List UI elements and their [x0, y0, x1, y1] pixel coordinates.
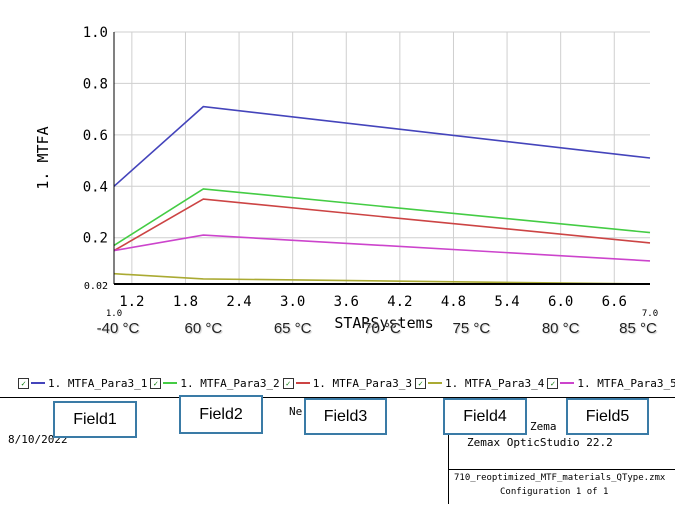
temperature-label: 60 °C: [184, 320, 223, 337]
footer-configuration: Configuration 1 of 1: [500, 487, 609, 497]
field-label-5: Field5: [566, 398, 649, 435]
x-tick-label: 6.0: [548, 294, 573, 310]
series-line-4: [113, 272, 651, 285]
x-tick-label: 2.4: [226, 294, 251, 310]
footer-product: Zemax OpticStudio 22.2: [467, 436, 613, 449]
legend-item: ✓ 1. MTFA_Para3_5: [547, 377, 675, 390]
checkbox-icon: ✓: [547, 377, 559, 389]
footer-file-name: 710_reoptimized_MTF_materials_QType.zmx: [454, 473, 666, 483]
field-label-2: Field2: [179, 395, 263, 434]
series-line-5: [113, 234, 651, 262]
temperature-label: 85 °C: [619, 320, 657, 337]
x-tick-label: 3.0: [280, 294, 305, 310]
checkbox-icon: ✓: [150, 377, 162, 389]
legend: ✓ 1. MTFA_Para3_1 ✓ 1. MTFA_Para3_2 ✓ 1. MTFA…: [18, 375, 675, 391]
legend-label: 1. MTFA_Para3_2: [180, 376, 280, 390]
x-tick-labels: 1.2 1.8 2.4 3.0 3.6 4.2 4.8 5.4 6.0 6.6 1.0 7.0: [106, 294, 658, 319]
legend-swatch: [295, 382, 310, 384]
series-line-1: [113, 105, 651, 187]
footer-date: 8/10/2022: [8, 433, 68, 446]
x-tick-label: 1.2: [119, 294, 144, 310]
legend-label: 1. MTFA_Para3_4: [445, 376, 545, 390]
x-tick-label: 3.6: [334, 294, 359, 310]
legend-swatch: [560, 382, 575, 384]
legend-item: ✓ 1. MTFA_Para3_3: [282, 376, 413, 390]
footer-new-label: Ne: [289, 405, 303, 418]
legend-swatch: [163, 382, 178, 384]
field-label-3: Field3: [304, 398, 387, 435]
x-tick-label: 5.4: [494, 294, 519, 310]
y-tick-label: 0.02: [84, 281, 108, 292]
x-tick-label: 4.8: [441, 294, 466, 310]
temperature-label: 70 °C: [363, 320, 401, 337]
field-label-4: Field4: [443, 398, 527, 435]
field-label-1: Field1: [53, 401, 137, 438]
y-tick-label: 0.6: [83, 128, 108, 144]
temperature-label: -40 °C: [96, 320, 140, 337]
x-end-label: 7.0: [642, 309, 658, 319]
axes: [113, 32, 650, 285]
mtf-chart: 0.02 0.2 0.4 0.6 0.8 1.0 1.2 1.8 2.4 3.0 3.6 4.2 4.…: [34, 25, 658, 332]
series-lines: [113, 105, 651, 285]
y-tick-label: 0.2: [83, 231, 108, 247]
legend-label: 1. MTFA_Para3_1: [48, 376, 148, 390]
footer-company: Zema: [530, 420, 557, 433]
footer-right-panel: [448, 397, 675, 504]
legend-item: ✓ 1. MTFA_Para3_1: [18, 377, 147, 390]
checkbox-icon: ✓: [415, 377, 427, 389]
legend-swatch: [428, 382, 443, 384]
temperature-label: 80 °C: [541, 320, 580, 337]
footer-file-panel: [448, 469, 675, 505]
checkbox-icon: ✓: [282, 377, 294, 389]
series-line-2: [113, 188, 651, 247]
series-line-3: [113, 198, 651, 252]
temperature-label: 65 °C: [273, 320, 312, 337]
x-tick-label: 1.8: [173, 294, 198, 310]
x-end-label: 1.0: [106, 309, 122, 319]
legend-item: ✓ 1. MTFA_Para3_4: [415, 377, 544, 390]
temperature-label: 75 °C: [452, 320, 491, 337]
legend-label: 1. MTFA_Para3_3: [312, 376, 413, 390]
x-axis-label: STARSystems: [334, 314, 433, 332]
x-tick-label: 4.2: [387, 294, 412, 310]
y-tick-label: 0.4: [83, 179, 108, 195]
legend-label: 1. MTFA_Para3_5: [577, 376, 675, 390]
legend-swatch: [31, 382, 45, 384]
x-tick-label: 6.6: [602, 294, 627, 310]
legend-item: ✓ 1. MTFA_Para3_2: [150, 376, 280, 390]
grid-lines: [114, 31, 650, 284]
footer-panel: [0, 397, 675, 505]
y-axis-label: 1. MTFA: [34, 126, 52, 189]
checkbox-icon: ✓: [18, 377, 29, 389]
y-tick-label: 1.0: [83, 25, 108, 41]
y-tick-label: 0.8: [83, 76, 108, 92]
y-tick-labels: 0.02 0.2 0.4 0.6 0.8 1.0: [83, 25, 108, 292]
